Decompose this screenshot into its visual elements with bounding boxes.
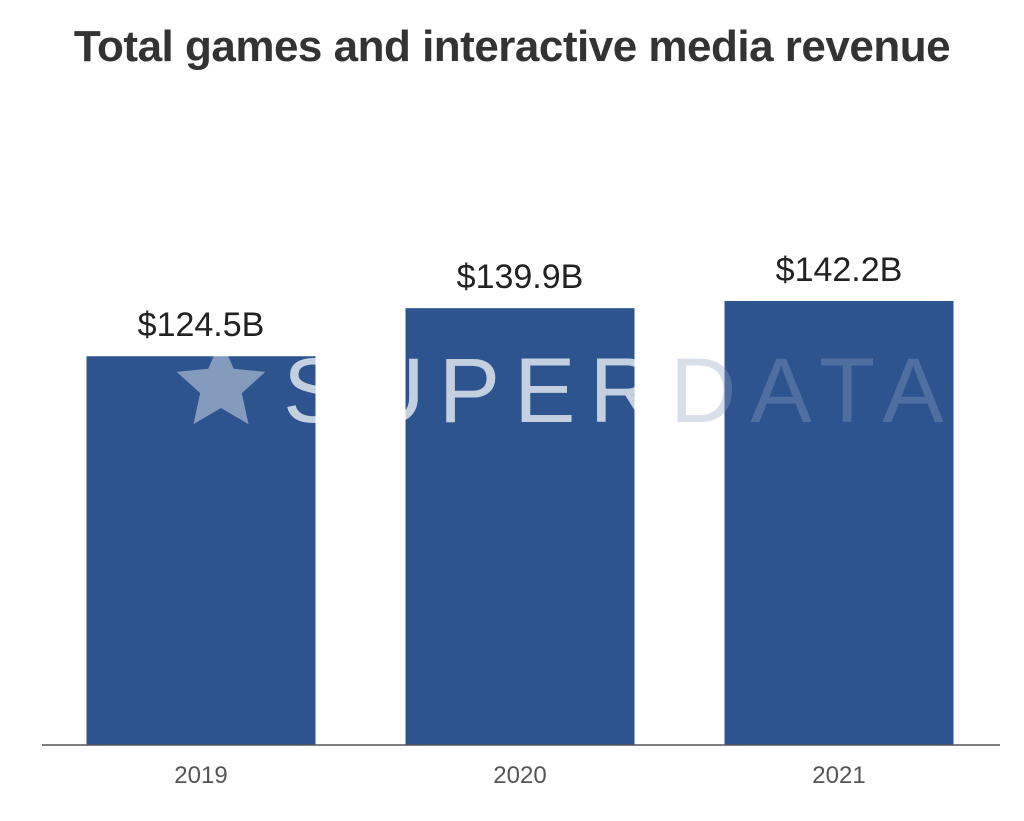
watermark-text: SUPERDATA <box>283 340 958 442</box>
x-tick-label-2020: 2020 <box>493 762 546 789</box>
value-label-2019: $124.5B <box>138 306 265 344</box>
watermark: SUPERDATA <box>176 340 958 442</box>
watermark-text-light: DATA <box>670 340 958 442</box>
value-label-2020: $139.9B <box>457 258 584 296</box>
bar-2020 <box>405 308 635 745</box>
x-tick-label-2021: 2021 <box>812 762 865 789</box>
bars-group <box>86 300 954 745</box>
value-label-2021: $142.2B <box>776 251 903 289</box>
value-labels-group: $124.5B $139.9B $142.2B <box>138 251 903 344</box>
x-tick-labels-group: 2019 2020 2021 <box>174 762 865 789</box>
watermark-text-bold: SUPER <box>283 340 670 442</box>
chart-title: Total games and interactive media revenu… <box>73 22 951 71</box>
x-tick-label-2019: 2019 <box>174 762 227 789</box>
bar-2019 <box>86 356 316 745</box>
star-icon <box>176 340 266 425</box>
bar-2021 <box>724 300 954 745</box>
